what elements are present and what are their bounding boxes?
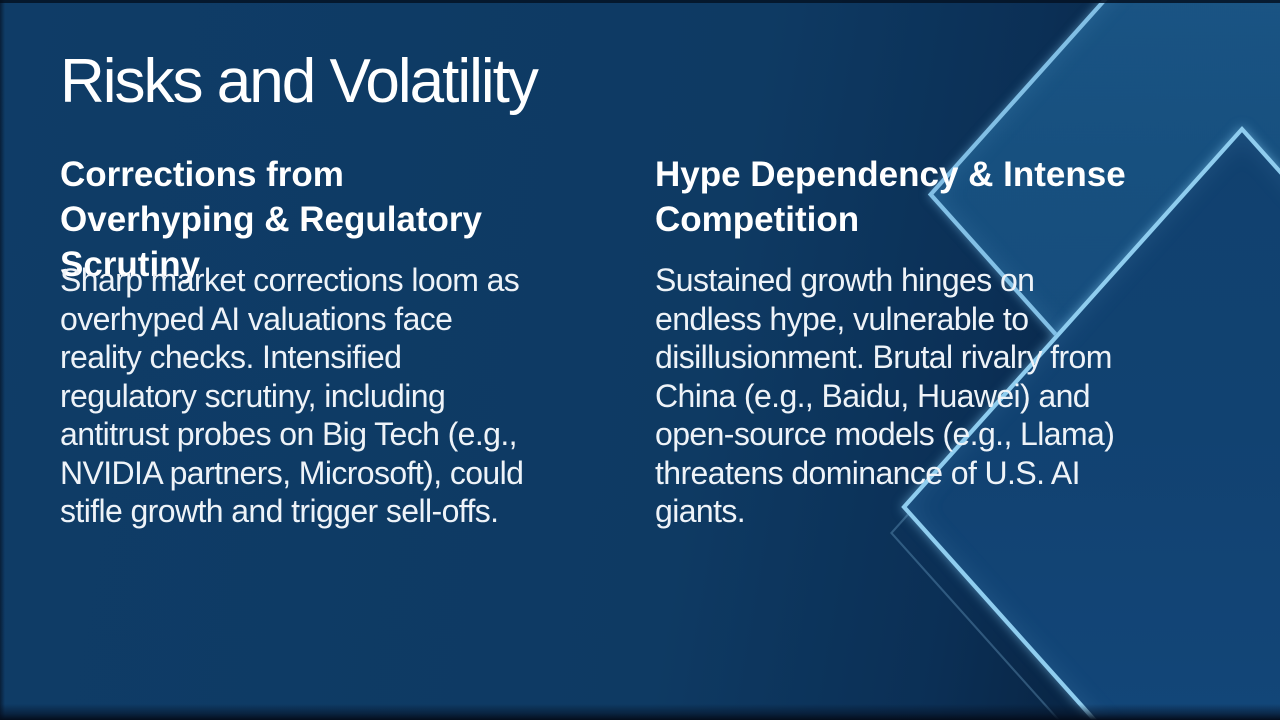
top-edge-shadow (0, 0, 1280, 3)
heading-line: Scrutiny (60, 245, 201, 284)
body-line: Sharp market corrections loom as (60, 262, 520, 298)
body-line: NVIDIA partners, Microsoft), could (60, 454, 524, 491)
body-line: regulatory scrutiny, including (60, 377, 446, 414)
right-column-heading: Hype Dependency & Intense Competition (655, 152, 1126, 242)
slide-title: Risks and Volatility (60, 47, 539, 116)
body-line: antitrust probes on Big Tech (e.g., (60, 416, 518, 452)
heading-line: Overhyping & Regulatory (60, 200, 483, 239)
body-line: reality checks. Intensified (60, 339, 402, 375)
body-line: endless hype, vulnerable to (655, 300, 1029, 337)
left-column-body: Sharp market corrections loom as overhyp… (60, 261, 524, 531)
body-line: overhyped AI valuations face (60, 300, 453, 337)
left-column-heading: Corrections from Overhyping & Regulatory… (60, 152, 482, 287)
heading-line: Hype Dependency & Intense (655, 155, 1126, 194)
left-edge-shadow (0, 0, 5, 720)
right-column-body: Sustained growth hinges on endless hype,… (655, 261, 1115, 531)
body-line: disillusionment. Brutal rivalry from (655, 339, 1112, 375)
body-line: China (e.g., Baidu, Huawei) and (655, 377, 1091, 414)
body-line: threatens dominance of U.S. AI (655, 454, 1081, 491)
body-line: giants. (655, 493, 746, 529)
body-line: Sustained growth hinges on (655, 262, 1035, 298)
body-line: stifle growth and trigger sell-offs. (60, 493, 499, 529)
body-line: open-source models (e.g., Llama) (655, 416, 1115, 452)
heading-line: Competition (655, 200, 860, 239)
heading-line: Corrections from (60, 155, 344, 194)
